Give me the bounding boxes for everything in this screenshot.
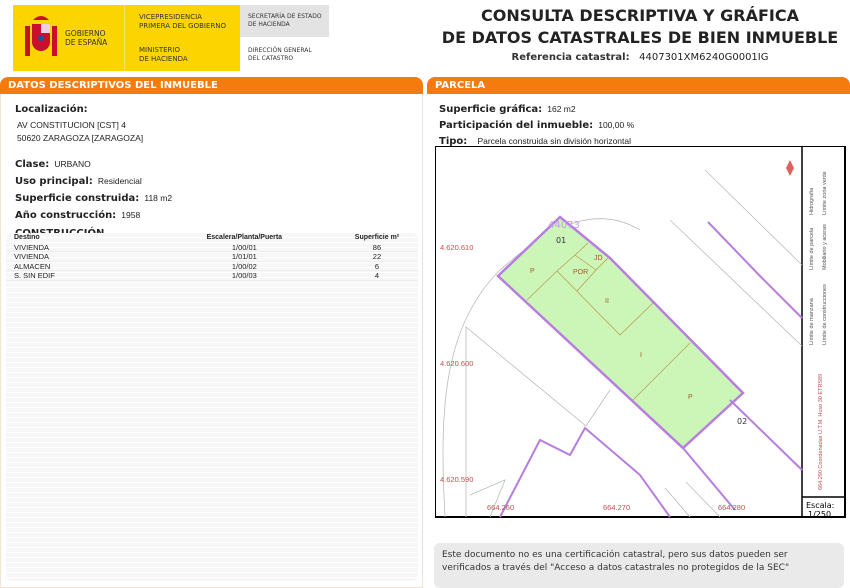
scale-label: Escala: [806, 501, 834, 510]
col-destino: Destino [14, 234, 40, 241]
x-tick: 664.270 [603, 503, 630, 512]
parcel-polygon[interactable] [496, 215, 745, 450]
cell-destino: ALMACEN [14, 261, 51, 271]
coat-of-arms-icon [25, 16, 57, 56]
label-p: P [530, 268, 535, 275]
col-escalera: Escalera/Planta/Puerta [206, 234, 283, 241]
document-title: CONSULTA DESCRIPTIVA Y GRÁFICA DE DATOS … [430, 5, 850, 63]
table-row: VIVIENDA 1/00/01 86 [6, 242, 418, 252]
cell-escalera: 1/01/01 [231, 252, 257, 261]
location-line1: AV CONSTITUCION [CST] 4 [17, 120, 126, 130]
tipo-value: Parcela construida sin división horizont… [477, 136, 632, 146]
title-line2: DE DATOS CATASTRALES DE BIEN INMUEBLE [441, 28, 839, 47]
construction-table: Destino Escalera/Planta/Puerta Superficie … [6, 233, 418, 581]
part-value: 100,00 % [598, 120, 635, 130]
legend-zona-verde: Límite zona verde [822, 171, 828, 215]
superficie-value: 118 m2 [144, 193, 173, 203]
y-tick: 4.620.590 [440, 475, 473, 484]
cell-destino: VIVIENDA [14, 242, 50, 252]
ref-label: Referencia catastral: [511, 52, 630, 63]
block-id: 44073 [548, 220, 580, 231]
label-i: I [640, 352, 642, 359]
cell-superficie: 86 [372, 242, 382, 252]
table-row: S. SIN EDIF 1/00/03 4 [6, 271, 418, 281]
col-superficie: Superficie m² [354, 234, 400, 241]
table-row: VIVIENDA 1/01/01 22 [6, 252, 418, 262]
x-tick: 664.260 [487, 503, 514, 512]
location-line2: 50620 ZARAGOZA [ZARAGOZA] [17, 133, 144, 143]
parcel-02-label: 02 [737, 417, 747, 426]
x-tick: 664.280 [718, 503, 745, 512]
dg-line1: DIRECCIÓN GENERAL [248, 47, 312, 54]
dg-line2: DEL CATASTRO [248, 55, 294, 62]
clase-label: Clase: [15, 159, 50, 170]
table-row: ALMACEN 1/00/02 6 [6, 261, 418, 271]
part-label: Participación del inmueble: [439, 120, 594, 131]
legend-mobiliario: Mobiliario y aceras [822, 224, 828, 270]
clase-value: URBANO [54, 159, 91, 169]
government-logo-block: GOBIERNO DE ESPAÑA VICEPRESIDENCIA PRIMERA… [13, 5, 240, 71]
section-header: PARCELA [427, 77, 850, 94]
tipo-label: Tipo: [439, 136, 468, 147]
vp-line1: VICEPRESIDENCIA [139, 13, 202, 21]
label-por: POR [573, 269, 588, 276]
sec-line1: SECRETARÍA DE ESTADO [248, 13, 322, 20]
y-tick: 4.620.600 [440, 359, 473, 368]
ano-value: 1958 [121, 210, 141, 220]
disclaimer-note: Este documento no es una certificación c… [434, 543, 844, 588]
cell-escalera: 1/00/03 [231, 271, 257, 280]
block-lines [499, 221, 803, 518]
gov-line2: DE ESPAÑA [65, 38, 108, 47]
legend-construcciones: Límite de construcciones [822, 284, 828, 345]
label-p2: P [688, 394, 693, 401]
legend-parcela: Límite de parcela [809, 227, 815, 270]
legend-hidrografia: Hidrografía [809, 187, 815, 215]
uso-value: Residencial [97, 176, 142, 186]
section-header: DATOS DESCRIPTIVOS DEL INMUEBLE [0, 77, 423, 94]
cell-superficie: 22 [372, 252, 382, 261]
uso-label: Uso principal: [15, 176, 93, 187]
scale-value: 1/250 [808, 510, 831, 518]
cadastral-map[interactable]: P POR JD II I P 44073 01 02 4.620.610 4.… [435, 146, 846, 518]
vp-line2: PRIMERA DEL GOBIERNO [139, 22, 226, 30]
supg-label: Superficie gráfica: [439, 104, 543, 115]
cell-superficie: 6 [374, 261, 380, 271]
supg-value: 162 m2 [547, 104, 576, 114]
cell-superficie: 4 [374, 271, 380, 280]
label-jd: JD [594, 255, 603, 262]
title-line1: CONSULTA DESCRIPTIVA Y GRÁFICA [480, 6, 799, 25]
min-line1: MINISTERIO [139, 46, 180, 54]
table-header: Destino Escalera/Planta/Puerta Superficie … [6, 233, 418, 243]
min-line2: DE HACIENDA [139, 55, 188, 63]
gov-line1: GOBIERNO [65, 29, 106, 38]
legend-manzana: Límite de manzana [809, 297, 815, 345]
parcela-panel: PARCELA Superficie gráfica: 162 m2 Parti… [427, 77, 850, 527]
ref-value: 4407301XM6240G0001IG [639, 52, 769, 63]
sec-line2: DE HACIENDA [248, 21, 290, 28]
cell-escalera: 1/00/02 [231, 261, 257, 271]
parcel-01-label: 01 [556, 236, 566, 245]
construction-lines [442, 169, 803, 518]
superficie-label: Superficie construida: [15, 193, 140, 204]
descriptive-panel: DATOS DESCRIPTIVOS DEL INMUEBLE Localiza… [0, 77, 423, 588]
subparcel-lines [526, 242, 691, 401]
north-arrow-icon [786, 160, 794, 176]
ano-label: Año construcción: [15, 210, 117, 221]
y-tick: 4.620.610 [440, 243, 473, 252]
cell-destino: VIVIENDA [14, 252, 50, 261]
label-ii: II [605, 298, 609, 305]
secretaria-block: SECRETARÍA DE ESTADO DE HACIENDA [240, 5, 329, 37]
cell-destino: S. SIN EDIF [14, 271, 55, 280]
location-label: Localización: [15, 104, 88, 115]
coords-note: 664.290 Coordenadas U.T.M. Huso 30 ETRS8… [818, 374, 824, 490]
cell-escalera: 1/00/01 [231, 242, 257, 252]
